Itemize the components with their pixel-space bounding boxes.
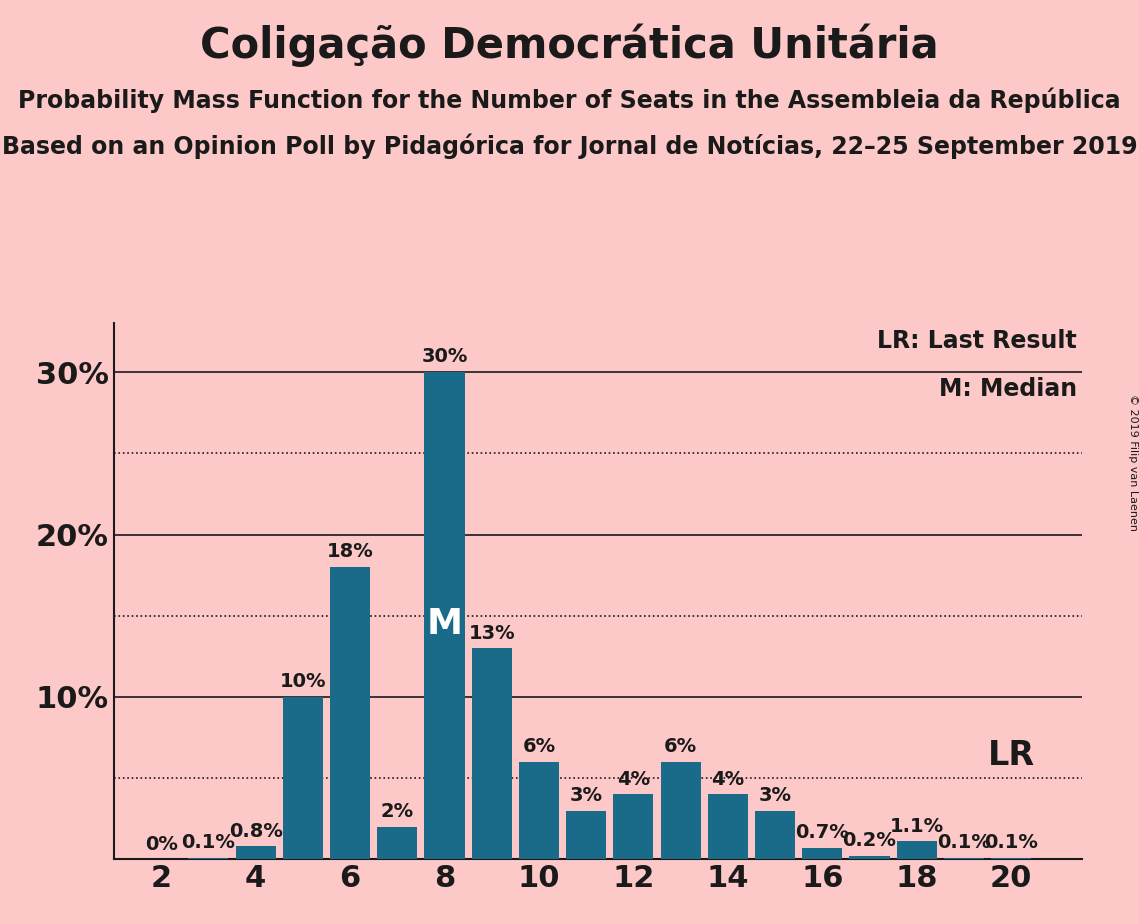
- Bar: [755, 810, 795, 859]
- Text: 4%: 4%: [617, 770, 650, 789]
- Bar: [188, 857, 229, 859]
- Bar: [566, 810, 606, 859]
- Bar: [472, 649, 511, 859]
- Bar: [661, 762, 700, 859]
- Text: 0.1%: 0.1%: [181, 833, 236, 852]
- Bar: [330, 567, 370, 859]
- Text: 0%: 0%: [145, 834, 178, 854]
- Bar: [613, 795, 654, 859]
- Text: Based on an Opinion Poll by Pidagórica for Jornal de Notícias, 22–25 September 2: Based on an Opinion Poll by Pidagórica f…: [1, 134, 1138, 160]
- Bar: [236, 846, 276, 859]
- Text: © 2019 Filip van Laenen: © 2019 Filip van Laenen: [1129, 394, 1138, 530]
- Text: Probability Mass Function for the Number of Seats in the Assembleia da República: Probability Mass Function for the Number…: [18, 88, 1121, 114]
- Text: 0.1%: 0.1%: [937, 833, 991, 852]
- Bar: [707, 795, 748, 859]
- Text: 4%: 4%: [711, 770, 745, 789]
- Text: 6%: 6%: [523, 737, 556, 756]
- Text: M: Median: M: Median: [939, 377, 1077, 401]
- Bar: [896, 842, 936, 859]
- Text: 3%: 3%: [759, 786, 792, 805]
- Text: LR: Last Result: LR: Last Result: [877, 329, 1077, 353]
- Text: 1.1%: 1.1%: [890, 817, 944, 836]
- Text: 6%: 6%: [664, 737, 697, 756]
- Bar: [282, 697, 322, 859]
- Bar: [991, 857, 1031, 859]
- Text: 13%: 13%: [468, 624, 515, 642]
- Text: 0.2%: 0.2%: [843, 832, 896, 850]
- Text: 0.8%: 0.8%: [229, 821, 282, 841]
- Text: 30%: 30%: [421, 347, 468, 367]
- Text: 0.7%: 0.7%: [795, 823, 850, 843]
- Bar: [944, 857, 984, 859]
- Bar: [850, 856, 890, 859]
- Bar: [425, 372, 465, 859]
- Bar: [802, 848, 843, 859]
- Text: 18%: 18%: [327, 542, 374, 561]
- Bar: [377, 827, 417, 859]
- Text: Coligação Democrática Unitária: Coligação Democrática Unitária: [200, 23, 939, 67]
- Text: 3%: 3%: [570, 786, 603, 805]
- Text: 2%: 2%: [380, 802, 413, 821]
- Bar: [519, 762, 559, 859]
- Text: 0.1%: 0.1%: [984, 833, 1038, 852]
- Text: 10%: 10%: [279, 673, 326, 691]
- Text: M: M: [426, 607, 462, 641]
- Text: LR: LR: [988, 738, 1034, 772]
